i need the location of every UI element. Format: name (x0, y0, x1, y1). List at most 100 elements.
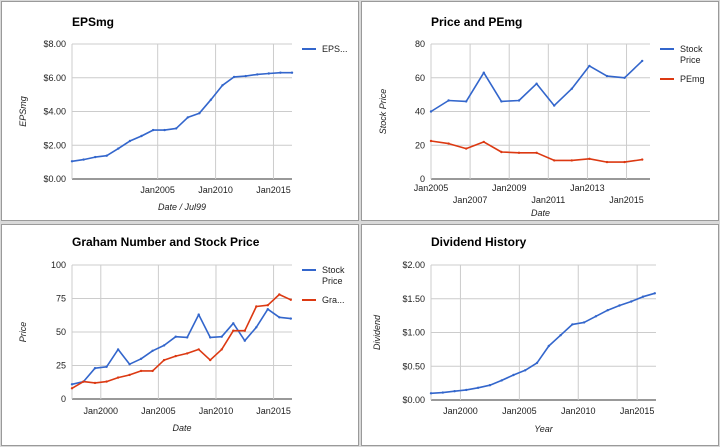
data-point (162, 344, 166, 347)
series-line-0 (430, 292, 656, 395)
data-point (209, 336, 212, 339)
data-point (116, 348, 120, 351)
data-point (186, 336, 189, 339)
data-point (105, 154, 108, 157)
data-point (553, 159, 556, 162)
data-point (606, 309, 609, 312)
data-point (524, 369, 527, 372)
x-tick-label: Jan2015 (256, 185, 291, 195)
x-tick-label: Jan2010 (561, 406, 596, 416)
data-point (243, 329, 246, 332)
data-point (289, 317, 292, 320)
data-point (605, 74, 609, 78)
x-axis-label: Date / Jul99 (158, 202, 206, 212)
data-point (429, 110, 433, 113)
data-point (82, 158, 85, 161)
series-line-0 (71, 71, 292, 163)
series-line-0 (430, 60, 643, 113)
data-point (623, 76, 626, 80)
data-point (623, 160, 626, 164)
data-point (94, 155, 97, 159)
legend-label: Stock Price (680, 44, 703, 65)
y-axis-label: Dividend (372, 314, 382, 350)
data-point (255, 326, 258, 329)
data-point (175, 127, 178, 130)
data-point (128, 363, 131, 366)
data-point (82, 380, 85, 383)
data-point (232, 75, 236, 79)
data-point (116, 376, 120, 379)
data-point (266, 304, 269, 307)
data-point (128, 373, 131, 377)
data-point (174, 354, 177, 358)
data-point (588, 64, 591, 68)
data-point (441, 391, 444, 394)
data-point (429, 392, 433, 395)
data-point (279, 71, 282, 74)
data-point (278, 316, 281, 319)
data-point (641, 158, 644, 161)
data-point (465, 147, 468, 150)
y-tick-label: 20 (415, 140, 425, 150)
x-tick-label: Jan2000 (84, 406, 119, 416)
y-tick-label: $1.50 (402, 294, 425, 304)
chart-title: Graham Number and Stock Price (72, 235, 260, 249)
data-point (105, 380, 108, 383)
y-tick-label: 50 (56, 327, 66, 337)
data-point (500, 379, 503, 382)
data-point (482, 71, 485, 74)
data-point (186, 352, 189, 355)
data-point (209, 358, 212, 362)
y-tick-label: $6.00 (43, 73, 66, 83)
data-point (70, 387, 74, 390)
data-point (447, 142, 450, 145)
legend-label: Stock Price (322, 265, 345, 286)
x-tick-label: Jan2015 (609, 195, 644, 205)
data-point (174, 335, 177, 338)
data-point (105, 365, 108, 368)
data-point (209, 98, 213, 101)
data-point (197, 348, 200, 351)
data-point (535, 361, 539, 365)
data-point (476, 386, 480, 389)
data-point (535, 151, 538, 154)
data-point (618, 304, 621, 307)
data-point (266, 308, 269, 311)
data-point (197, 313, 200, 316)
x-axis-label: Date (172, 423, 191, 433)
data-point (512, 373, 515, 377)
x-tick-label: Jan2015 (620, 406, 655, 416)
dividend-chart: Dividend History $0.00 $0.50 $1.00 $1.50 $2.0… (372, 235, 656, 434)
data-point (482, 140, 485, 144)
data-point (571, 323, 574, 326)
data-point (559, 334, 562, 337)
data-point (453, 390, 456, 393)
data-point (630, 300, 633, 303)
series-line-1 (430, 140, 643, 163)
graham-chart: Graham Number and Stock Price 0 25 50 75 100 J… (18, 235, 345, 433)
data-point (198, 112, 201, 115)
series-line-0 (71, 308, 291, 386)
data-point (429, 139, 433, 143)
data-point (570, 87, 573, 90)
y-tick-label: 25 (56, 361, 66, 371)
data-point (151, 128, 155, 132)
data-point (220, 335, 223, 338)
x-tick-label: Jan2015 (256, 406, 291, 416)
legend-label: PEmg (680, 74, 705, 84)
chart-panel-graham: Graham Number and Stock Price 0 25 50 75 100 J… (1, 224, 359, 446)
data-point (653, 292, 656, 295)
data-point (465, 100, 468, 103)
data-point (547, 344, 550, 348)
data-point (447, 99, 450, 102)
y-tick-label: $2.00 (402, 260, 425, 270)
data-point (221, 84, 224, 87)
y-tick-label: $0.00 (402, 395, 425, 405)
x-tick-label: Jan2005 (414, 183, 449, 193)
y-tick-label: 0 (61, 394, 66, 404)
data-point (151, 349, 154, 352)
x-tick-label: Jan2013 (570, 183, 605, 193)
y-tick-label: $8.00 (43, 39, 66, 49)
data-point (186, 116, 189, 119)
